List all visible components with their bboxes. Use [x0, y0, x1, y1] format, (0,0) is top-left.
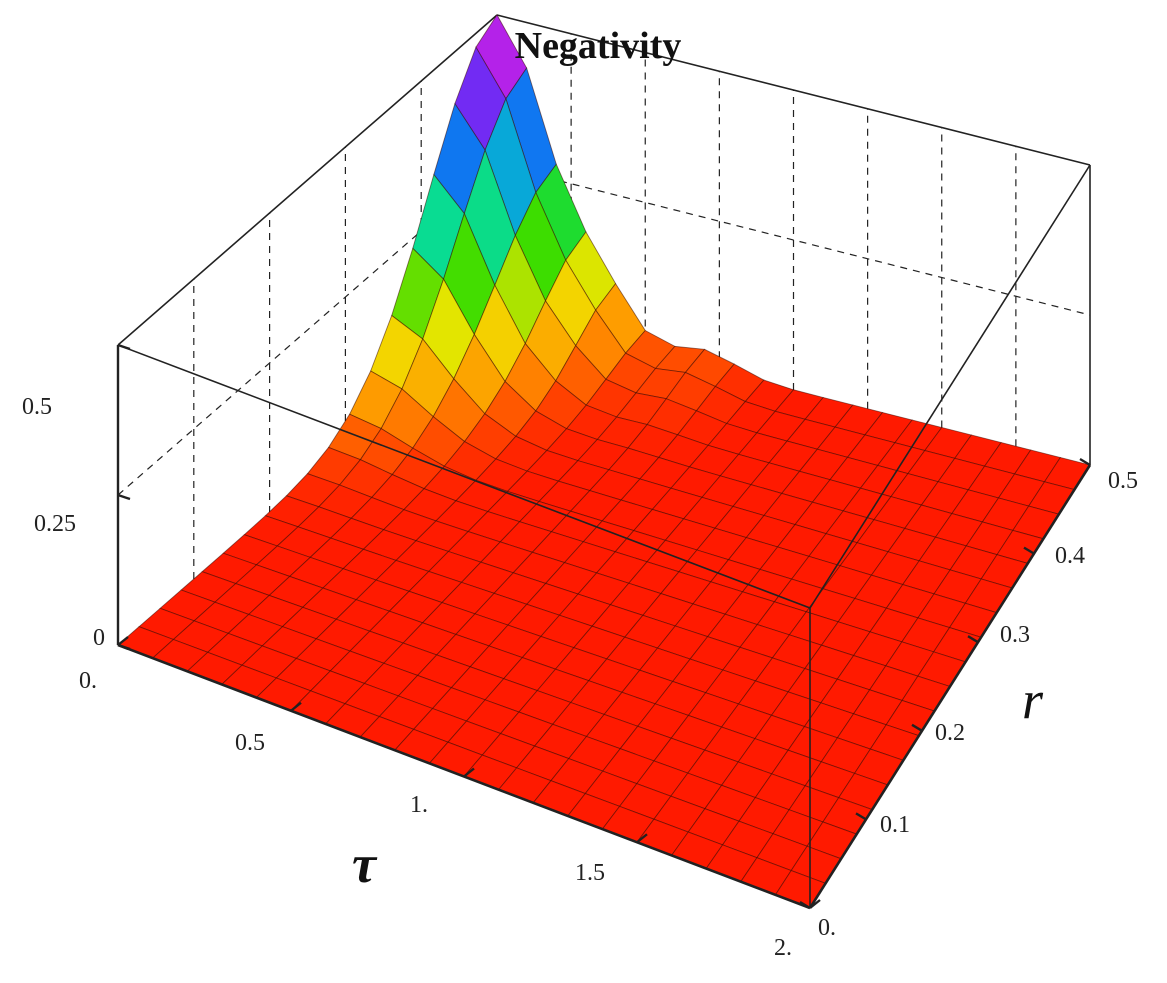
- r-tick-mark: [799, 900, 811, 910]
- tau-tick-mark: [463, 767, 475, 778]
- r-tick-label: 0.: [818, 915, 836, 941]
- box-edge-left-top: [117, 14, 498, 346]
- r-axis-label: r: [1022, 670, 1044, 730]
- r-tick-mark: [967, 635, 979, 644]
- z-tick-label: 0: [93, 625, 105, 651]
- surface-mesh: [117, 14, 1091, 909]
- r-tick-label: 0.1: [880, 812, 910, 838]
- gridline-back-mid: [496, 164, 1091, 316]
- r-tick-mark: [911, 723, 923, 732]
- r-tick-mark: [1023, 546, 1035, 555]
- tau-tick-label: 1.5: [575, 860, 605, 886]
- r-tick-mark: [1079, 457, 1091, 467]
- tau-tick-mark: [636, 833, 648, 844]
- box-edge-front-top: [117, 344, 811, 609]
- tau-tick-label: 2.: [774, 935, 792, 961]
- r-axis-line: [808, 464, 1092, 909]
- r-tick-label: 0.4: [1055, 543, 1085, 569]
- z-tick-mark: [117, 343, 131, 351]
- box-front-edges: [117, 164, 1092, 910]
- r-tick-label: 0.3: [1000, 622, 1030, 648]
- tau-tick-mark: [117, 636, 129, 646]
- chart-title: Negativity: [515, 25, 682, 67]
- tau-tick-label: 1.: [410, 792, 428, 818]
- tau-tick-mark: [290, 701, 302, 712]
- r-tick-label: 0.5: [1108, 468, 1138, 494]
- tau-tick-mark: [809, 899, 821, 909]
- z-tick-label: 0.25: [34, 511, 76, 537]
- z-tick-label: 0.5: [22, 394, 52, 420]
- r-tick-mark: [855, 812, 867, 821]
- tau-axis-label: τ: [352, 834, 378, 894]
- r-tick-label: 0.2: [935, 720, 965, 746]
- z-tick-mark: [117, 493, 131, 501]
- tau-tick-label: 0.5: [235, 730, 265, 756]
- tau-tick-label: 0.: [79, 668, 97, 694]
- z-tick-mark: [117, 643, 131, 651]
- box-edge-right-top: [809, 164, 1091, 609]
